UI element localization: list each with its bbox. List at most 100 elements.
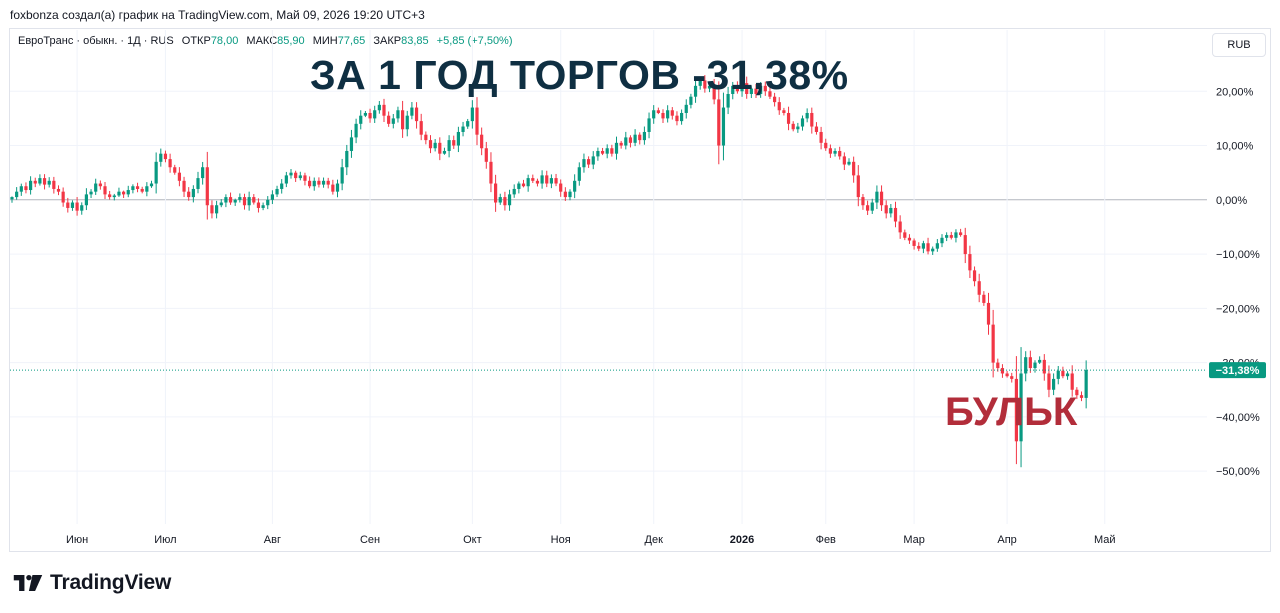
candle-body xyxy=(419,121,423,135)
candle xyxy=(833,148,837,157)
candle xyxy=(535,178,540,187)
candle-body xyxy=(256,202,261,208)
candle-body xyxy=(433,142,437,149)
candle-body xyxy=(531,178,535,181)
candle xyxy=(140,186,144,194)
candle xyxy=(498,193,502,205)
candle-body xyxy=(875,191,879,203)
candle-body xyxy=(763,85,767,92)
candle-body xyxy=(759,85,763,94)
candle-body xyxy=(294,172,298,179)
tradingview-logo[interactable]: TradingView xyxy=(12,571,171,595)
candle xyxy=(163,150,168,163)
candle-body xyxy=(94,183,98,192)
candle xyxy=(433,139,437,152)
candle xyxy=(205,151,209,220)
candle-body xyxy=(577,167,581,181)
candle-body xyxy=(47,180,51,185)
candle-body xyxy=(912,240,916,246)
candle-series xyxy=(10,75,1088,468)
candle xyxy=(912,238,916,250)
candle-body xyxy=(29,180,33,191)
candle-body xyxy=(986,302,991,325)
candle xyxy=(29,176,33,195)
candle xyxy=(210,200,214,219)
candle xyxy=(549,174,553,189)
candle xyxy=(903,229,907,241)
candle xyxy=(582,153,586,173)
candle-body xyxy=(131,186,135,191)
candle xyxy=(112,193,116,201)
candle xyxy=(507,189,512,211)
candle-body xyxy=(1052,378,1056,390)
x-tick-label: Июл xyxy=(154,534,176,546)
open-value: 78,00 xyxy=(210,35,239,47)
candle-body xyxy=(796,126,800,130)
candle-body xyxy=(191,188,195,198)
candle xyxy=(66,197,70,213)
symbol-name[interactable]: ЕвроТранс · обыкн. · 1Д · RUS xyxy=(18,35,174,47)
candle xyxy=(94,178,98,195)
low-value: 77,65 xyxy=(337,35,366,47)
candle-body xyxy=(1033,362,1037,369)
candle xyxy=(373,105,377,124)
candle-body xyxy=(917,245,921,249)
candle xyxy=(545,170,549,188)
candle xyxy=(703,75,707,93)
candle-body xyxy=(879,191,884,206)
candle-body xyxy=(270,194,274,200)
candle xyxy=(382,98,386,123)
chart-credit: foxbonza создал(а) график на TradingView… xyxy=(10,8,425,22)
candle-body xyxy=(1056,370,1060,379)
candle-body xyxy=(15,191,19,198)
candle xyxy=(308,176,312,189)
candle xyxy=(298,171,302,181)
candle-body xyxy=(977,281,981,295)
candle xyxy=(442,147,447,155)
candle xyxy=(191,185,195,203)
candle xyxy=(563,187,567,201)
candle xyxy=(977,273,981,303)
candle xyxy=(982,291,986,306)
chart-frame[interactable] xyxy=(9,28,1271,552)
candle xyxy=(959,228,963,237)
candle xyxy=(554,173,558,187)
candle-body xyxy=(591,156,595,165)
candle-body xyxy=(75,202,79,211)
candle-body xyxy=(689,96,693,105)
candle-body xyxy=(931,248,935,252)
splash-annotation: БУЛЬК xyxy=(945,390,1078,434)
candle-body xyxy=(814,126,819,132)
candle-body xyxy=(89,191,93,195)
candle xyxy=(1075,387,1079,400)
candle-body xyxy=(475,107,479,135)
candle xyxy=(889,203,893,218)
candle-body xyxy=(940,237,944,244)
candle-body xyxy=(726,93,730,108)
candle-body xyxy=(982,294,986,303)
candle-body xyxy=(582,159,586,168)
candle-body xyxy=(805,112,809,119)
candle-body xyxy=(247,197,251,206)
currency-button[interactable]: RUB xyxy=(1212,33,1266,57)
candle xyxy=(717,81,721,165)
candle xyxy=(666,105,670,123)
candle-body xyxy=(600,150,605,154)
close-value: 83,85 xyxy=(401,35,429,47)
candle xyxy=(154,152,158,194)
candle xyxy=(159,148,163,167)
candle xyxy=(47,177,51,188)
candle xyxy=(1065,371,1070,380)
candle xyxy=(145,182,149,197)
candle xyxy=(122,190,126,198)
candle xyxy=(689,93,693,109)
candle-body xyxy=(749,88,753,94)
candle xyxy=(261,202,265,211)
close-label: ЗАКР xyxy=(373,35,402,47)
candle xyxy=(266,196,270,210)
candle-body xyxy=(1070,373,1074,390)
candle xyxy=(405,110,409,137)
candle-body xyxy=(303,175,307,181)
candle xyxy=(131,184,135,194)
